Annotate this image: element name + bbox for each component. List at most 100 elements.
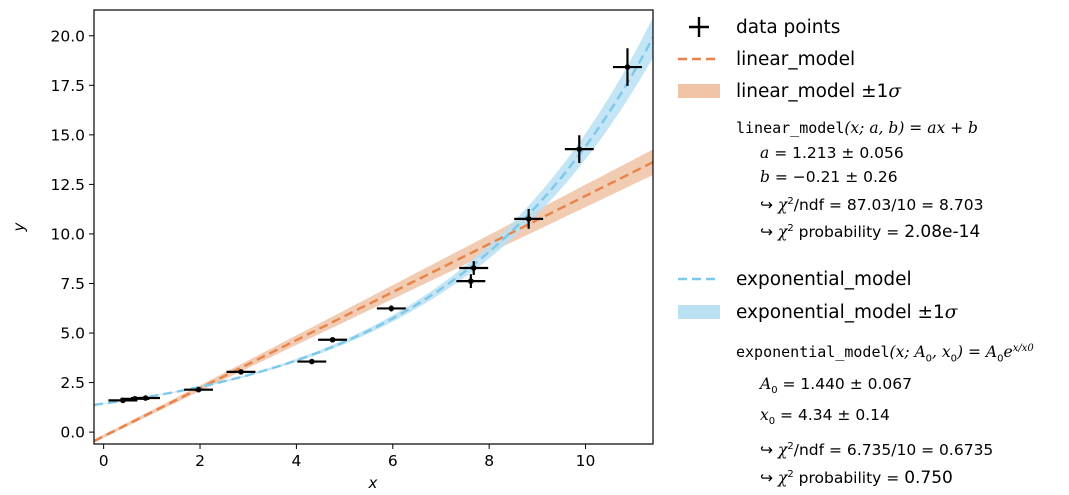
sig-part: e xyxy=(1003,343,1013,362)
legend-entry-data-points: data points xyxy=(676,12,840,42)
data-points xyxy=(108,48,642,404)
exponential-confidence-band xyxy=(94,17,653,406)
x-tick-label: 6 xyxy=(388,452,398,470)
chi-symbol: χ xyxy=(777,441,788,460)
chi-exponent: 2 xyxy=(787,195,794,207)
data-point xyxy=(297,358,327,365)
chi-symbol: χ xyxy=(777,223,788,242)
linear-param-b: b = −0.21 ± 0.26 xyxy=(736,165,983,190)
linear-param-a: a = 1.213 ± 0.056 xyxy=(736,141,983,166)
x-tick-label: 4 xyxy=(291,452,301,470)
y-tick-label: 20.0 xyxy=(50,27,85,45)
linear-confidence-band xyxy=(94,149,653,443)
param-a0-label: A xyxy=(760,374,772,393)
chi-exponent: 2 xyxy=(787,468,794,480)
sig-sup: x/x0 xyxy=(1012,343,1034,354)
x-tick-label: 2 xyxy=(195,452,205,470)
model-curves xyxy=(94,36,653,443)
exponential-chi2-ndf-value: /ndf = 6.735/10 = 0.6735 xyxy=(793,441,994,460)
x-tick-label: 8 xyxy=(484,452,494,470)
linear-chi2-ndf: ↪ χ2/ndf = 87.03/10 = 8.703 xyxy=(736,190,983,218)
y-tick-label: 12.5 xyxy=(50,176,85,194)
y-tick-label: 17.5 xyxy=(50,77,85,95)
dashed-line-icon xyxy=(676,49,722,69)
param-b-label: b xyxy=(760,168,770,186)
hook-arrow-icon: ↪ xyxy=(760,441,773,460)
exponential-fit-summary: exponential_model(x; A0, x0) = A0ex/x0 A… xyxy=(736,337,1034,490)
exponential-chi2-probability: ↪ χ2 probability = 0.750 xyxy=(736,463,1034,491)
x-axis-label: x xyxy=(368,474,378,492)
y-tick-label: 5.0 xyxy=(60,325,85,343)
y-tick-label: 7.5 xyxy=(60,275,85,293)
data-point xyxy=(459,261,489,275)
point-marker xyxy=(195,386,202,393)
param-b-value: = −0.21 ± 0.26 xyxy=(774,168,898,186)
sigma-symbol: σ xyxy=(944,301,958,323)
x-tick-label: 0 xyxy=(99,452,109,470)
sig-sub: 0 xyxy=(925,353,933,365)
linear-chi2-probability: ↪ χ2 probability = 2.08e-14 xyxy=(736,217,983,245)
exponential-signature-name: exponential_model xyxy=(736,343,890,362)
point-marker xyxy=(470,265,477,271)
legend-entry-exponential-band: exponential_model ±1σ xyxy=(676,297,957,327)
point-marker xyxy=(576,146,583,152)
legend-entry-exponential-model: exponential_model xyxy=(676,264,912,294)
sig-part: ) = A xyxy=(957,343,998,362)
band-swatch-icon xyxy=(676,302,722,322)
exponential-param-x0: x0 = 4.34 ± 0.14 xyxy=(736,403,1034,435)
data-point xyxy=(226,369,256,375)
linear-signature: linear_model(x; a, b) = ax + b xyxy=(736,116,983,141)
sig-sub: 0 xyxy=(997,353,1004,365)
point-marker xyxy=(525,216,532,222)
exponential-probability-value: 0.750 xyxy=(904,467,953,488)
point-marker xyxy=(142,395,149,401)
sigma-symbol: σ xyxy=(888,80,901,102)
y-tick-label: 0.0 xyxy=(60,424,85,442)
sig-sub: 0 xyxy=(950,353,958,365)
legend-label-exponential-band: exponential_model ±1σ xyxy=(736,302,957,323)
exponential-signature: exponential_model(x; A0, x0) = A0ex/x0 xyxy=(736,337,1034,372)
linear-signature-name: linear_model xyxy=(736,119,845,137)
data-point xyxy=(318,336,347,343)
param-sub: 0 xyxy=(768,416,776,428)
plot-frame xyxy=(93,9,654,445)
sig-part: (x; A xyxy=(889,343,926,362)
y-tick-label: 15.0 xyxy=(50,126,85,144)
errorbar-marker-icon xyxy=(676,17,722,37)
y-axis-label: y xyxy=(10,221,28,232)
legend-label-data-points: data points xyxy=(736,16,841,38)
data-point xyxy=(131,395,161,401)
legend-label-exponential-model: exponential_model xyxy=(736,268,912,290)
exponential-param-a0: A0 = 1.440 ± 0.067 xyxy=(736,372,1034,404)
hook-arrow-icon: ↪ xyxy=(760,195,773,214)
exponential-chi2-ndf: ↪ χ2/ndf = 6.735/10 = 0.6735 xyxy=(736,435,1034,463)
band-swatch-icon xyxy=(676,81,722,101)
linear-chi2-ndf-value: /ndf = 87.03/10 = 8.703 xyxy=(793,195,984,214)
linear-model-line xyxy=(94,161,653,443)
param-a0-value: = 1.440 ± 0.067 xyxy=(777,374,913,393)
exponential-band-text: exponential_model ±1 xyxy=(736,301,945,323)
param-a-value: = 1.213 ± 0.056 xyxy=(774,143,904,162)
dashed-line-icon xyxy=(676,269,722,289)
data-point xyxy=(456,274,486,289)
y-tick-label: 10.0 xyxy=(50,225,85,243)
hook-arrow-icon: ↪ xyxy=(760,468,773,487)
y-axis-ticks: 0.0 2.5 5.0 7.5 10.0 12.5 15.0 17.5 20.0 xyxy=(50,27,94,442)
legend-entry-linear-band: linear_model ±1σ xyxy=(676,76,901,106)
data-point xyxy=(613,48,642,86)
data-point xyxy=(564,135,594,163)
linear-band-text: linear_model ±1 xyxy=(736,80,889,102)
exponential-model-line xyxy=(94,36,653,407)
data-point xyxy=(376,305,406,312)
linear-probability-value: 2.08e-14 xyxy=(904,222,981,243)
hook-arrow-icon: ↪ xyxy=(760,223,773,242)
linear-signature-args: (x; a, b) = ax + b xyxy=(844,119,978,137)
x-axis-ticks: 0 2 4 6 8 10 xyxy=(99,444,595,470)
data-point xyxy=(514,208,544,229)
data-point xyxy=(184,386,214,393)
chi-exponent: 2 xyxy=(787,223,794,235)
legend-entry-linear-model: linear_model xyxy=(676,44,855,74)
linear-fit-summary: linear_model(x; a, b) = ax + b a = 1.213… xyxy=(736,116,983,245)
probability-label: probability = xyxy=(793,223,905,242)
chi-symbol: χ xyxy=(777,468,788,487)
